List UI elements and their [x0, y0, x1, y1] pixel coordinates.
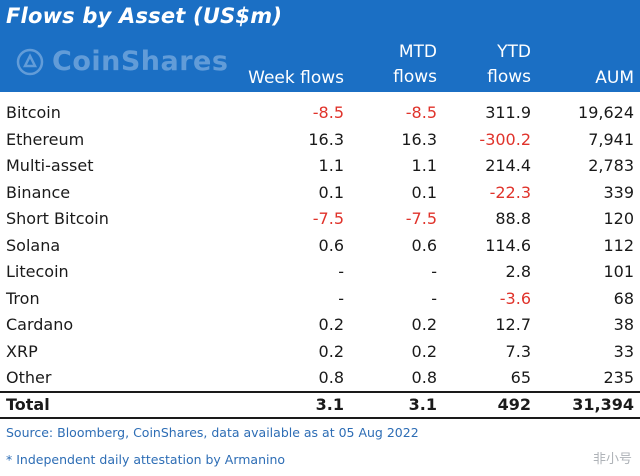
column-header-mtd: MTD flows	[357, 40, 437, 90]
cell-week: 0.6	[318, 235, 344, 255]
cell-mtd: -	[431, 262, 437, 281]
cell-week: 0.2	[318, 315, 344, 334]
cell-ytd: -22.3	[489, 182, 531, 202]
table-row: Tron - - -3.6 68	[0, 286, 640, 313]
total-ytd: 492	[497, 395, 531, 414]
cell-week: -	[338, 262, 344, 281]
logo-text: CoinShares	[52, 46, 229, 77]
cell-mtd: 1.1	[411, 156, 437, 175]
coinshares-logo: CoinShares	[16, 46, 228, 77]
table-row: Bitcoin -8.5 -8.5 311.9 19,624	[0, 100, 640, 127]
cell-aum: 101	[603, 262, 634, 281]
coinshares-logo-icon	[16, 48, 44, 75]
cell-asset: Other	[6, 368, 52, 387]
total-row: Total 3.1 3.1 492 31,394	[0, 391, 640, 419]
column-header-week: Week flows	[248, 68, 344, 88]
footnote: * Independent daily attestation by Arman…	[6, 452, 286, 467]
cell-asset: Cardano	[6, 315, 74, 334]
column-header-aum: AUM	[595, 68, 634, 88]
watermark: 非小号	[592, 452, 632, 467]
cell-week: -8.5	[312, 103, 344, 122]
total-week: 3.1	[315, 395, 344, 414]
table-row: Litecoin - - 2.8 101	[0, 259, 640, 286]
cell-aum: 38	[613, 315, 634, 334]
cell-ytd: 2.8	[505, 262, 531, 281]
cell-mtd: -8.5	[405, 103, 437, 122]
table-header: Flows by Asset (US$m) CoinShares Week fl…	[0, 0, 640, 92]
total-aum: 31,394	[572, 395, 634, 414]
cell-ytd: 12.7	[495, 315, 531, 334]
cell-mtd: 0.2	[411, 315, 437, 334]
cell-ytd: 88.8	[495, 209, 531, 228]
cell-asset: Short Bitcoin	[6, 209, 109, 228]
cell-asset: Solana	[6, 235, 61, 255]
cell-aum: 339	[603, 182, 634, 202]
table-row: Other 0.8 0.8 65 235	[0, 365, 640, 392]
cell-ytd: 214.4	[485, 156, 531, 175]
column-header-ytd: YTD flows	[451, 40, 531, 90]
source-note: Source: Bloomberg, CoinShares, data avai…	[6, 425, 419, 440]
cell-ytd: 7.3	[505, 341, 531, 361]
cell-mtd: -7.5	[405, 209, 437, 228]
cell-ytd: 311.9	[485, 103, 531, 122]
cell-ytd: 65	[510, 368, 531, 387]
page-title: Flows by Asset (US$m)	[6, 4, 283, 28]
cell-aum: 120	[603, 209, 634, 228]
cell-week: 16.3	[308, 129, 344, 149]
column-header-mtd-line2: flows	[393, 67, 437, 87]
cell-asset: Binance	[6, 182, 71, 202]
cell-mtd: 16.3	[401, 129, 437, 149]
cell-asset: XRP	[6, 341, 38, 361]
table-row: XRP 0.2 0.2 7.3 33	[0, 339, 640, 366]
column-header-ytd-line1: YTD	[497, 42, 531, 62]
cell-aum: 33	[613, 341, 634, 361]
cell-mtd: -	[431, 288, 437, 308]
cell-aum: 68	[613, 288, 634, 308]
table-row: Binance 0.1 0.1 -22.3 339	[0, 180, 640, 207]
cell-aum: 235	[603, 368, 634, 387]
cell-asset: Multi-asset	[6, 156, 94, 175]
column-header-ytd-line2: flows	[487, 67, 531, 87]
cell-aum: 7,941	[588, 129, 634, 149]
total-label: Total	[6, 395, 50, 414]
cell-aum: 112	[603, 235, 634, 255]
cell-week: 0.2	[318, 341, 344, 361]
cell-mtd: 0.2	[411, 341, 437, 361]
column-header-mtd-line1: MTD	[398, 42, 437, 62]
cell-week: -7.5	[312, 209, 344, 228]
cell-week: 1.1	[318, 156, 344, 175]
cell-week: 0.1	[318, 182, 344, 202]
table-row: Short Bitcoin -7.5 -7.5 88.8 120	[0, 206, 640, 233]
table-row: Cardano 0.2 0.2 12.7 38	[0, 312, 640, 339]
cell-mtd: 0.8	[411, 368, 437, 387]
cell-aum: 2,783	[588, 156, 634, 175]
cell-ytd: -300.2	[479, 129, 531, 149]
cell-asset: Ethereum	[6, 129, 85, 149]
cell-asset: Bitcoin	[6, 103, 61, 122]
table-row: Multi-asset 1.1 1.1 214.4 2,783	[0, 153, 640, 180]
cell-ytd: -3.6	[499, 288, 531, 308]
cell-week: -	[338, 288, 344, 308]
table-row: Ethereum 16.3 16.3 -300.2 7,941	[0, 127, 640, 154]
cell-asset: Tron	[6, 288, 40, 308]
cell-mtd: 0.6	[411, 235, 437, 255]
table-body: Bitcoin -8.5 -8.5 311.9 19,624 Ethereum 16.3 16…	[0, 100, 640, 392]
total-mtd: 3.1	[408, 395, 437, 414]
table-row: Solana 0.6 0.6 114.6 112	[0, 233, 640, 260]
cell-ytd: 114.6	[485, 235, 531, 255]
cell-asset: Litecoin	[6, 262, 69, 281]
cell-week: 0.8	[318, 368, 344, 387]
cell-mtd: 0.1	[411, 182, 437, 202]
cell-aum: 19,624	[578, 103, 634, 122]
